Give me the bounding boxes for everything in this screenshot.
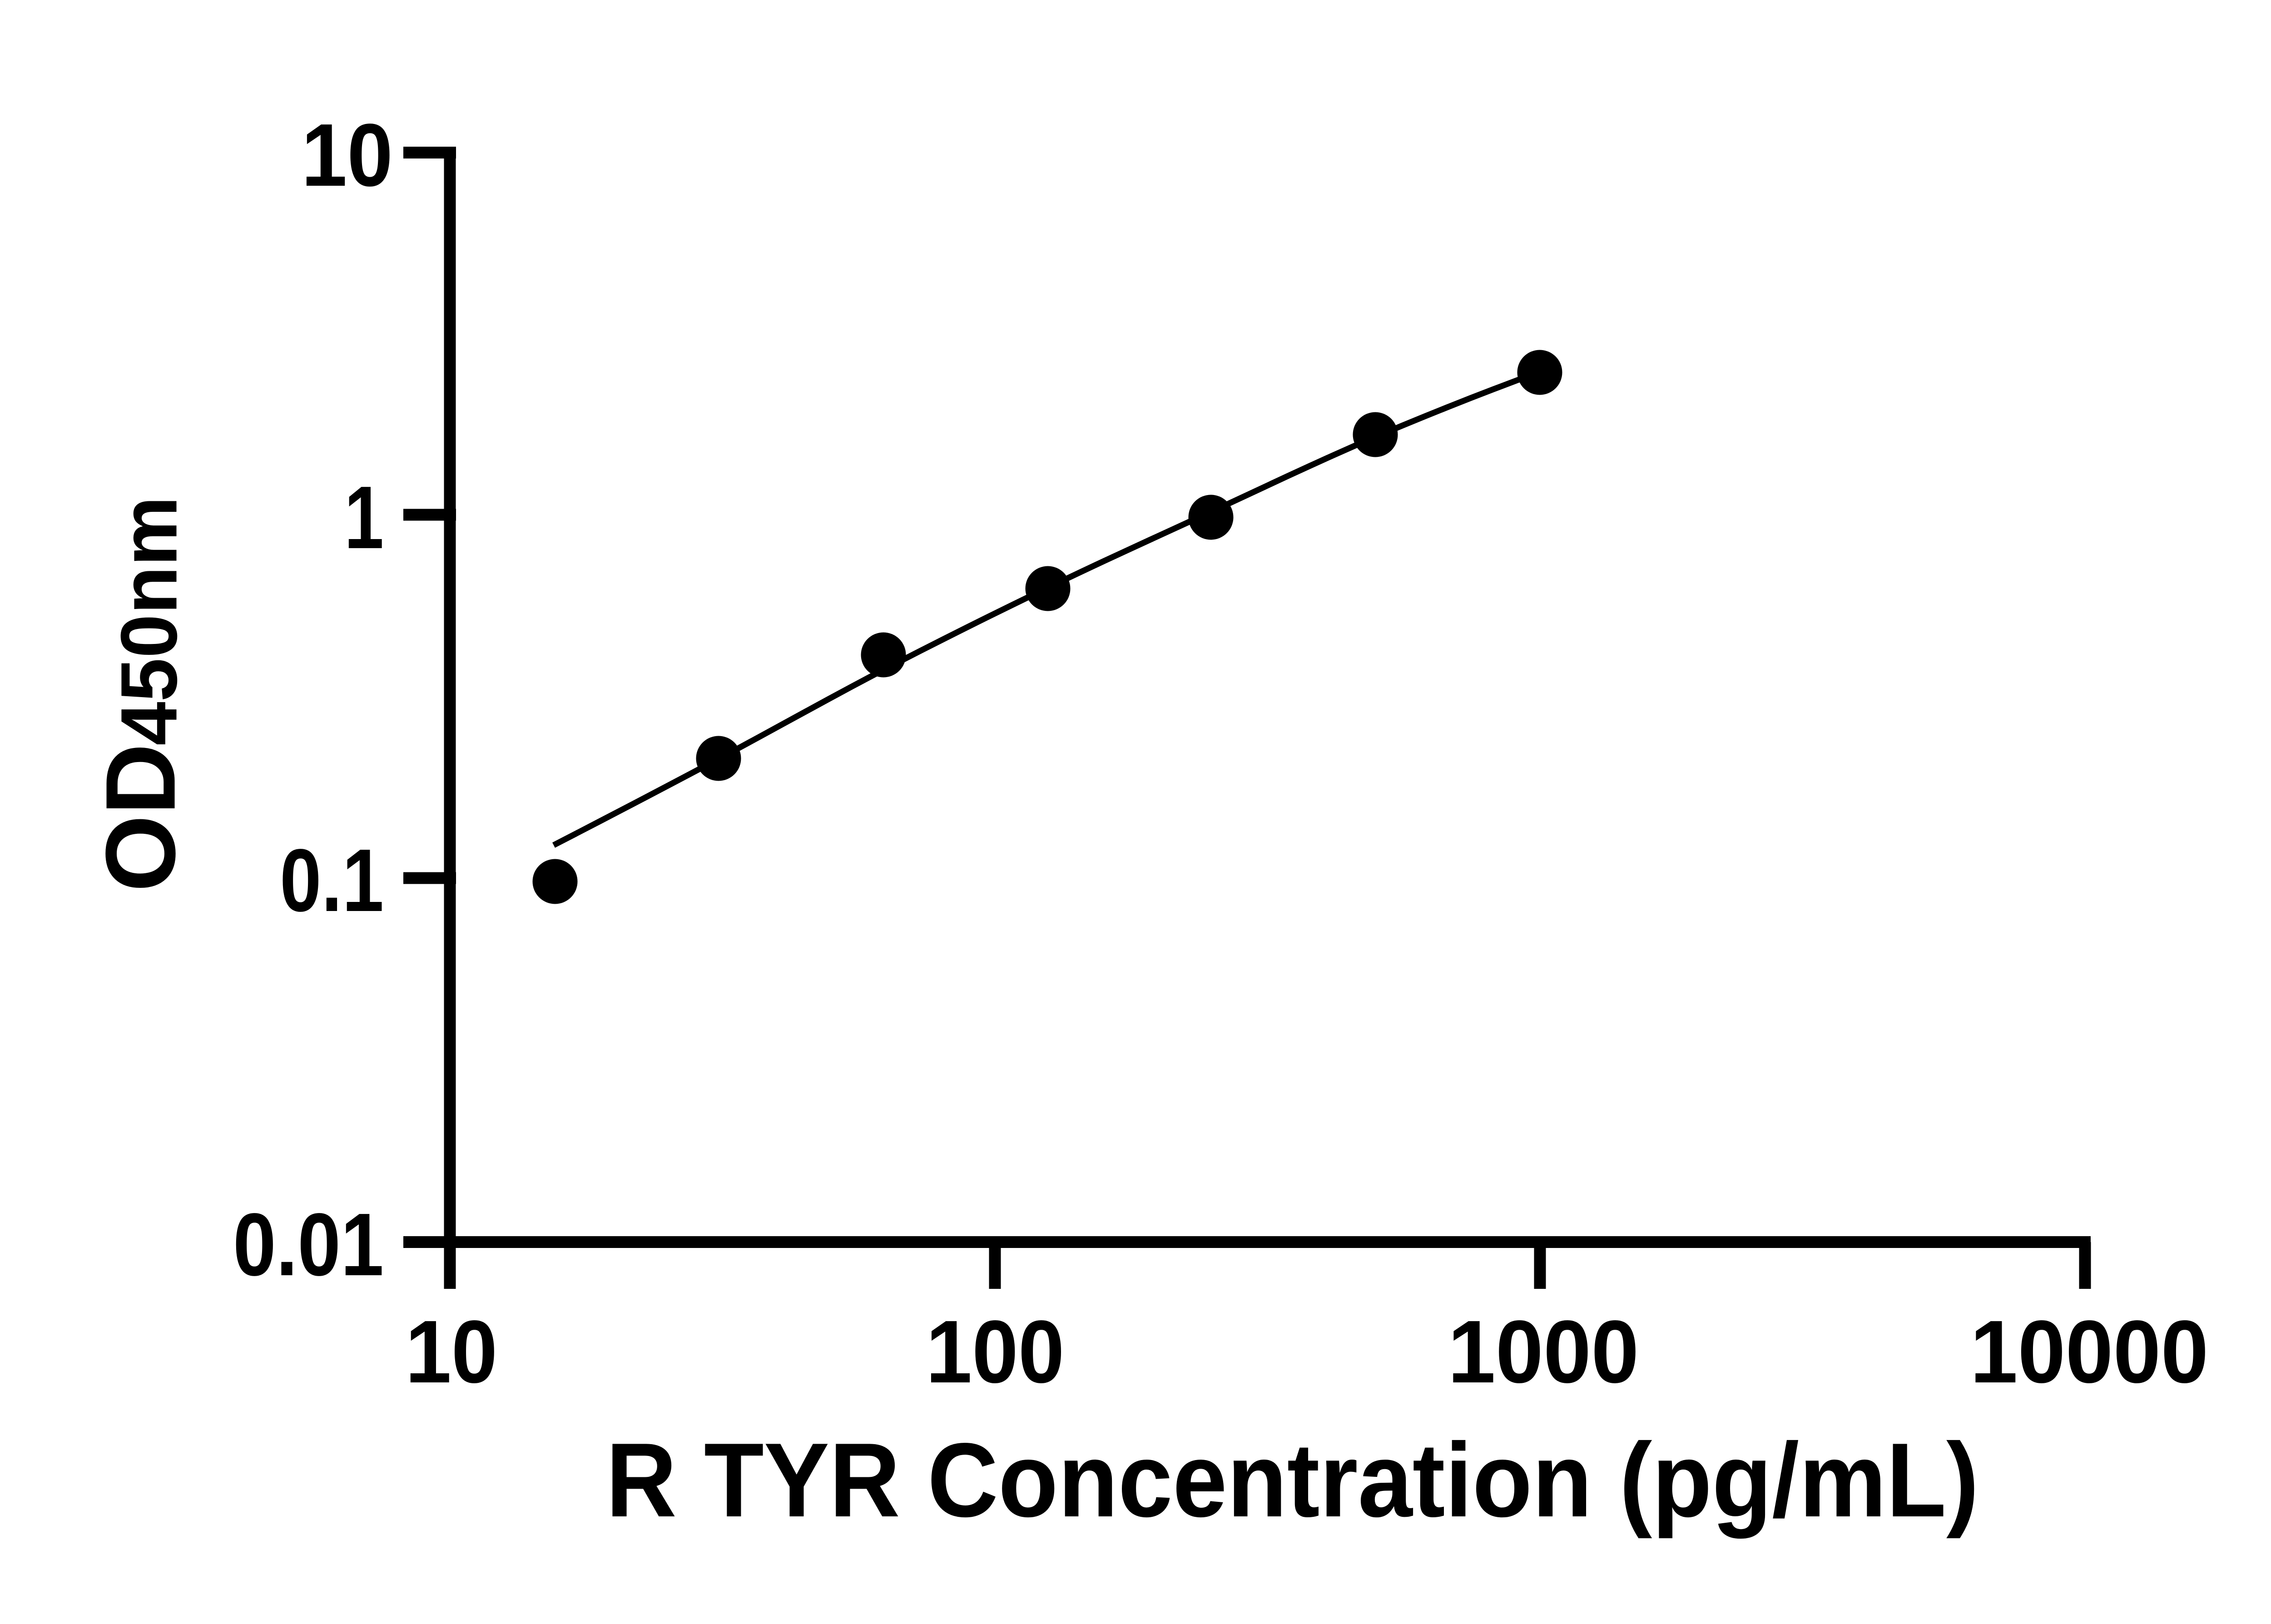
svg-text:OD450nm: OD450nm bbox=[86, 496, 196, 892]
svg-text:0.1: 0.1 bbox=[280, 831, 384, 930]
svg-text:1000: 1000 bbox=[1448, 1302, 1639, 1401]
svg-text:R TYR Concentration (pg/mL): R TYR Concentration (pg/mL) bbox=[606, 1421, 1979, 1539]
svg-text:100: 100 bbox=[926, 1302, 1065, 1401]
svg-text:10: 10 bbox=[302, 105, 393, 205]
svg-text:10000: 10000 bbox=[1970, 1302, 2209, 1401]
svg-text:0.01: 0.01 bbox=[233, 1195, 384, 1294]
svg-text:10: 10 bbox=[405, 1302, 497, 1401]
svg-text:1: 1 bbox=[344, 468, 384, 567]
